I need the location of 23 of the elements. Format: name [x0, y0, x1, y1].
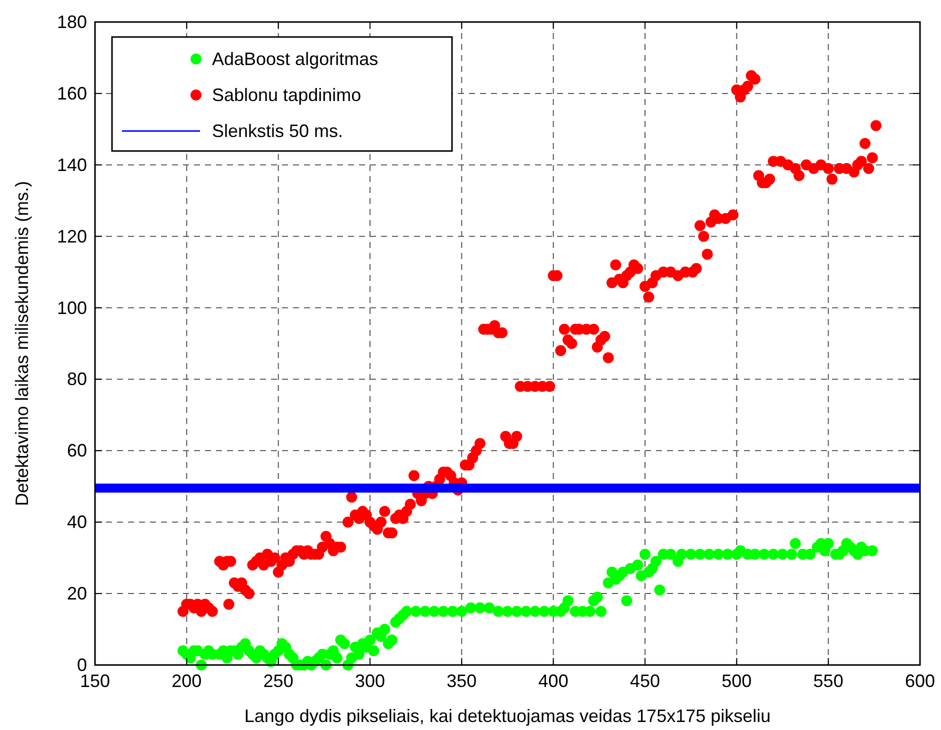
x-tick-label: 550: [813, 671, 844, 691]
x-tick-label: 250: [263, 671, 294, 691]
x-tick-label: 350: [446, 671, 477, 691]
y-tick-label: 180: [56, 12, 87, 32]
y-tick-label: 100: [56, 298, 87, 318]
x-tick-label: 200: [172, 671, 202, 691]
x-tick-label: 450: [630, 671, 660, 691]
legend-label: Sablonu tapdinimo: [212, 85, 362, 105]
y-tick-label: 60: [66, 440, 87, 461]
y-axis-title: Detektavimo laikas milisekundemis (ms.): [12, 180, 32, 506]
y-tick-label: 40: [66, 512, 87, 532]
y-tick-label: 140: [56, 154, 87, 175]
y-tick-label: 80: [66, 369, 87, 390]
x-axis-title: Lango dydis pikseliais, kai detektuojamas veidas 175x175 pikseliu: [244, 706, 771, 726]
legend-label: AdaBoost algoritmas: [212, 49, 378, 69]
x-tick-label: 400: [538, 671, 568, 691]
x-tick-label: 500: [722, 671, 752, 691]
legend-label: Slenkstis 50 ms.: [212, 121, 344, 141]
x-tick-label: 300: [354, 671, 386, 691]
y-tick-label: 20: [66, 584, 87, 604]
y-tick-label: 160: [56, 83, 87, 104]
x-tick-label: 600: [904, 671, 936, 691]
y-tick-label: 120: [56, 226, 87, 246]
